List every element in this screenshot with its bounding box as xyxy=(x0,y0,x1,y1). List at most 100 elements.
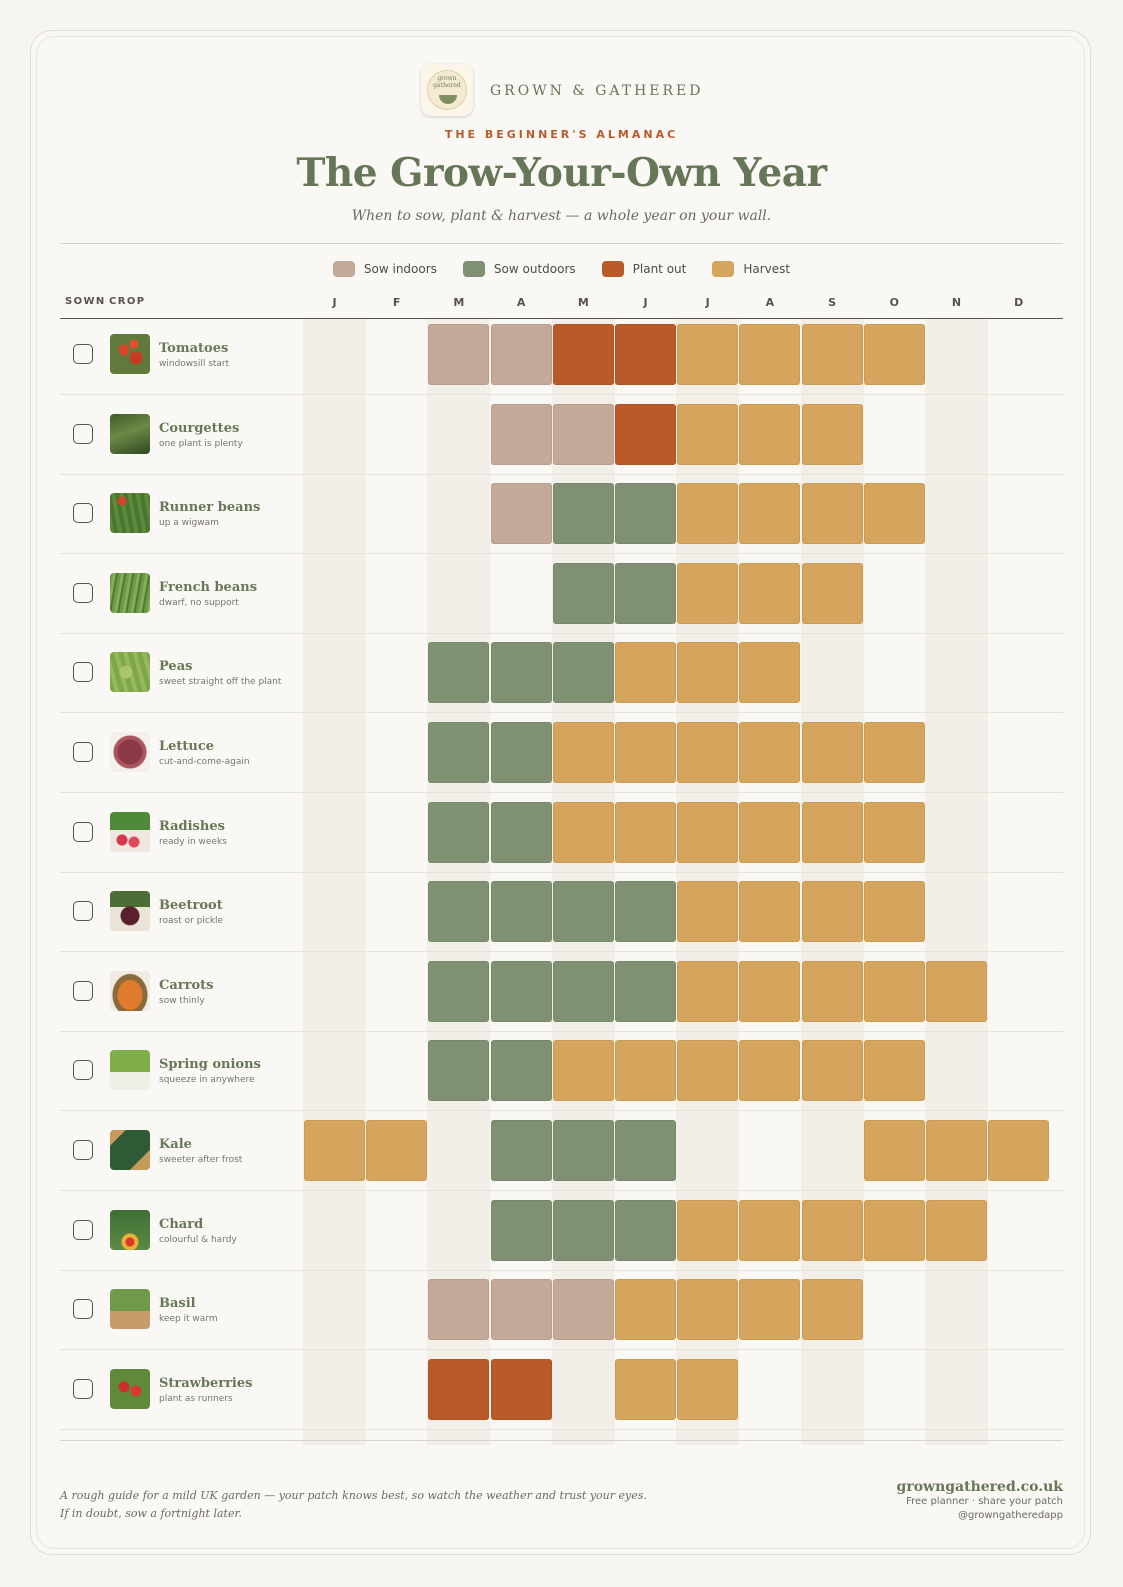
sown-checkbox[interactable] xyxy=(73,1060,93,1081)
cell-h xyxy=(739,1199,801,1261)
cell-si xyxy=(552,1279,614,1341)
french-beans-icon xyxy=(110,572,150,613)
sown-checkbox[interactable] xyxy=(73,1219,93,1240)
cell-h xyxy=(863,881,925,943)
cell-h xyxy=(677,881,739,943)
crop-name: Tomatoes xyxy=(159,341,229,356)
page-title: The Grow-Your-Own Year xyxy=(296,150,827,196)
crop-row: Radishes ready in weeks xyxy=(60,793,1063,873)
cell-h xyxy=(739,324,801,385)
crop-row: Beetroot roast or pickle xyxy=(60,872,1063,953)
crop-note: dwarf, no support xyxy=(159,597,239,608)
cell-so xyxy=(615,1199,676,1261)
cell-h xyxy=(615,1358,676,1420)
sown-checkbox[interactable] xyxy=(73,423,93,444)
crop-row: Lettuce cut-and-come-again xyxy=(60,713,1063,793)
cell-h xyxy=(615,642,676,704)
strawberries-icon xyxy=(110,1368,150,1409)
sown-checkbox[interactable] xyxy=(73,582,93,603)
crop-name: Lettuce xyxy=(159,739,215,754)
cell-h xyxy=(926,960,987,1022)
basket-shape xyxy=(439,95,457,104)
legend: Sow indoors Sow outdoors Plant out Harvest xyxy=(0,261,1123,277)
month-header: N xyxy=(951,296,962,309)
sown-checkbox[interactable] xyxy=(73,1299,93,1320)
cell-so xyxy=(615,483,676,545)
cell-h xyxy=(801,960,863,1022)
cell-h xyxy=(739,483,801,545)
cell-si xyxy=(490,1279,552,1341)
footer-note-line-2: If in doubt, sow a fortnight later. xyxy=(60,1507,243,1520)
crop-row: Chard colourful & hardy xyxy=(60,1191,1063,1271)
cell-so xyxy=(490,722,552,783)
brand-name: GROWN & GATHERED xyxy=(490,83,704,99)
basket-icon: grown gathered xyxy=(427,70,467,110)
courgettes-icon xyxy=(110,413,150,454)
cell-si xyxy=(490,403,552,465)
crop-note: sweeter after frost xyxy=(159,1155,243,1165)
month-header: A xyxy=(765,296,775,309)
cell-so xyxy=(490,1199,552,1261)
sown-checkbox[interactable] xyxy=(73,742,93,762)
sown-checkbox[interactable] xyxy=(73,503,93,524)
month-header: F xyxy=(392,296,401,309)
cell-h xyxy=(615,1279,676,1341)
cell-h xyxy=(739,881,801,943)
sown-checkbox[interactable] xyxy=(73,344,93,364)
month-header: O xyxy=(889,296,899,309)
crop-note: windowsill start xyxy=(159,359,230,369)
poster-inner-border xyxy=(36,36,1085,1549)
lettuce-icon xyxy=(110,732,150,772)
sown-checkbox[interactable] xyxy=(73,1140,93,1160)
legend-label: Plant out xyxy=(632,262,687,276)
cell-h xyxy=(677,1199,739,1261)
cell-h xyxy=(366,1120,428,1181)
beetroot-icon xyxy=(110,891,150,932)
basil-icon xyxy=(110,1289,150,1330)
crop-name: Peas xyxy=(159,659,193,675)
cell-so xyxy=(428,722,490,783)
crop-row: Tomatoes windowsill start xyxy=(60,315,1063,395)
cell-h xyxy=(677,403,739,465)
cell-h xyxy=(677,483,739,545)
legend-item-so: Sow outdoors xyxy=(462,261,576,277)
kicker: THE BEGINNER'S ALMANAC xyxy=(444,128,679,141)
radishes-icon xyxy=(110,811,150,852)
cell-so xyxy=(552,483,614,545)
sown-checkbox[interactable] xyxy=(73,821,93,842)
table-header-rule xyxy=(60,318,1063,319)
cell-so xyxy=(615,881,676,943)
crop-name: Radishes xyxy=(159,818,225,834)
month-header: J xyxy=(332,296,337,309)
sown-checkbox[interactable] xyxy=(73,1378,93,1399)
social-handle[interactable]: @growngatheredapp xyxy=(958,1510,1063,1521)
crop-note: keep it warm xyxy=(159,1314,218,1325)
sown-checkbox[interactable] xyxy=(73,662,93,683)
crop-note: up a wigwam xyxy=(159,518,219,529)
crop-row: Strawberries plant as runners xyxy=(60,1350,1063,1430)
legend-swatch xyxy=(332,261,355,277)
spring-onions-icon xyxy=(110,1050,150,1091)
cell-so xyxy=(490,1120,552,1181)
cell-so xyxy=(552,642,614,704)
legend-label: Harvest xyxy=(743,262,791,276)
cell-h xyxy=(863,801,925,863)
cell-po xyxy=(428,1358,490,1420)
site-link[interactable]: growngathered.co.uk xyxy=(896,1479,1063,1495)
crop-note: roast or pickle xyxy=(159,916,224,927)
cell-h xyxy=(304,1120,365,1181)
cell-h xyxy=(677,801,739,863)
cell-si xyxy=(428,1279,490,1341)
sown-checkbox[interactable] xyxy=(73,901,93,922)
cell-so xyxy=(552,1199,614,1261)
cell-h xyxy=(801,1199,863,1261)
month-header: M xyxy=(577,296,589,309)
sown-checkbox[interactable] xyxy=(73,980,93,1001)
logo-text: grown gathered xyxy=(433,75,461,89)
cell-h xyxy=(863,483,925,545)
legend-swatch xyxy=(712,261,735,277)
crop-row: Carrots sow thinly xyxy=(60,952,1063,1032)
cell-so xyxy=(490,960,552,1022)
cell-h xyxy=(863,324,925,385)
crop-note: one plant is plenty xyxy=(159,438,243,449)
